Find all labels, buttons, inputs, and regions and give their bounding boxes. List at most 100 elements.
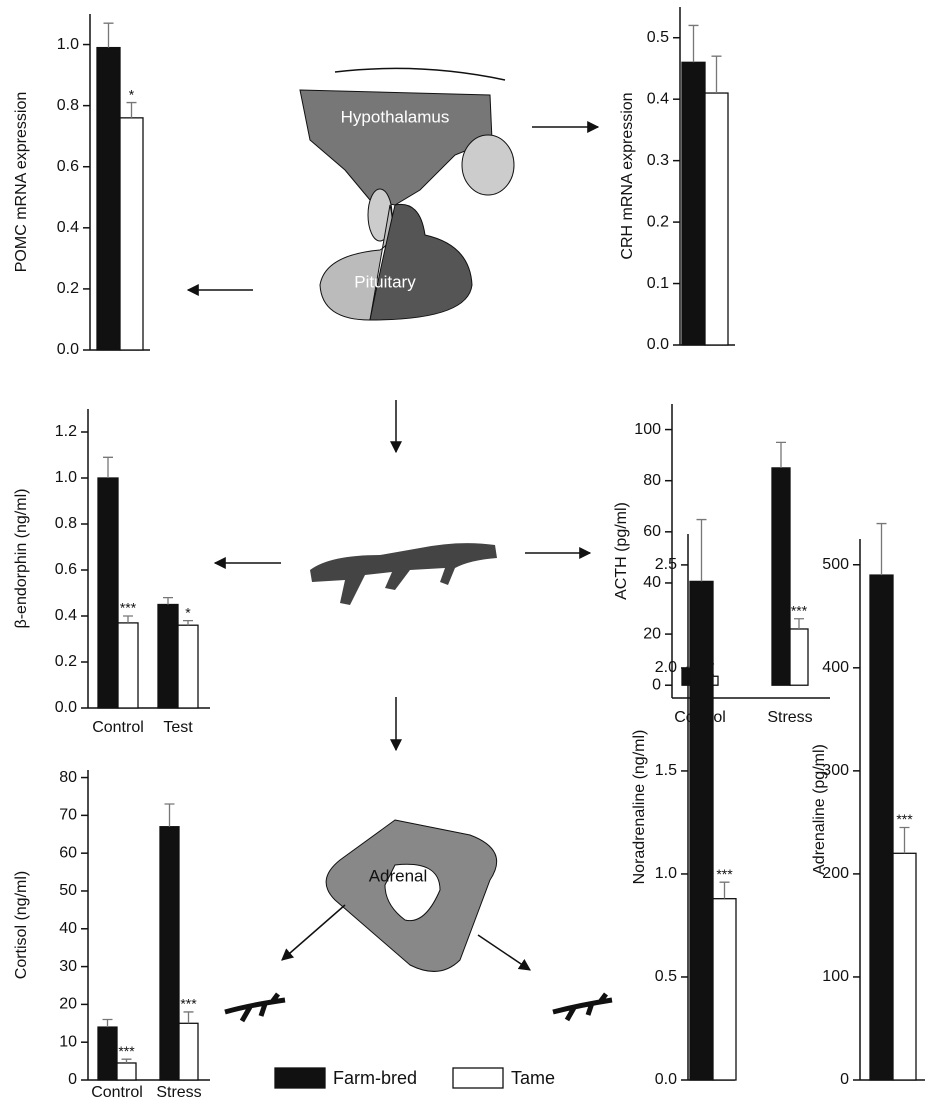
- bar: [712, 898, 737, 1081]
- y-tick-label: 1.5: [655, 762, 677, 779]
- y-tick-label: 1.0: [55, 469, 77, 486]
- y-tick-label: 40: [59, 920, 77, 937]
- error-bar: [163, 596, 173, 605]
- y-tick-label: 0: [840, 1071, 849, 1088]
- error-bar: [121, 1058, 132, 1063]
- y-tick-label: 300: [822, 762, 849, 779]
- y-axis-label: β-endorphin (ng/ml): [13, 489, 30, 629]
- y-axis-label: POMC mRNA expression: [13, 92, 30, 273]
- y-tick-label: 200: [822, 865, 849, 882]
- diagram: Hypothalamus Pituitary Adrenal: [186, 67, 613, 1023]
- y-tick-label: 1.0: [655, 865, 677, 882]
- bar: [178, 1022, 199, 1081]
- x-tick-label: Stress: [156, 1084, 201, 1101]
- bar: [119, 117, 144, 351]
- diagram-label: Adrenal: [369, 866, 428, 885]
- error-bar: [183, 1011, 194, 1024]
- error-bar: [776, 441, 786, 468]
- y-axis-label: ACTH (pg/ml): [613, 502, 630, 600]
- error-bar: [899, 826, 910, 854]
- diagram-label: Pituitary: [354, 272, 416, 291]
- y-tick-label: 0.2: [57, 280, 79, 297]
- y-axis-label: Cortisol (ng/ml): [13, 871, 30, 979]
- error-bar: [719, 881, 730, 899]
- y-tick-label: 0: [652, 676, 661, 693]
- y-tick-label: 10: [59, 1033, 77, 1050]
- significance: ***: [896, 811, 913, 827]
- bar: [159, 826, 180, 1081]
- bar: [97, 1026, 118, 1081]
- bar: [177, 624, 199, 709]
- y-tick-label: 60: [59, 844, 77, 861]
- bar: [116, 1062, 137, 1081]
- error-bar: [183, 619, 193, 626]
- y-tick-label: 0.3: [647, 152, 669, 169]
- y-tick-label: 20: [643, 625, 661, 642]
- gland: [461, 134, 515, 196]
- significance: ***: [180, 996, 197, 1012]
- y-tick-label: 1.0: [57, 36, 79, 53]
- x-tick-label: Control: [91, 1084, 143, 1101]
- bar: [789, 628, 809, 686]
- error-bar: [711, 55, 722, 94]
- pituitary-right: [369, 203, 473, 321]
- error-bar: [688, 24, 699, 63]
- error-bar: [123, 615, 133, 623]
- legend-swatch: [274, 1067, 326, 1089]
- arrow: [281, 904, 346, 961]
- y-tick-label: 2.5: [655, 556, 677, 573]
- y-tick-label: 2.0: [655, 659, 677, 676]
- y-tick-label: 0.0: [55, 699, 77, 716]
- y-tick-label: 60: [643, 523, 661, 540]
- error-bar: [696, 518, 707, 582]
- vessel-small: [552, 992, 613, 1022]
- y-tick-label: 100: [822, 968, 849, 985]
- y-tick-label: 0.2: [647, 213, 669, 230]
- y-tick-label: 1.2: [55, 423, 77, 440]
- y-tick-label: 0.8: [57, 97, 79, 114]
- x-tick-label: Test: [163, 719, 193, 736]
- y-tick-label: 0: [68, 1071, 77, 1088]
- significance: ***: [118, 1043, 135, 1059]
- y-tick-label: 0.5: [655, 968, 677, 985]
- y-tick-label: 70: [59, 807, 77, 824]
- y-tick-label: 0.5: [647, 29, 669, 46]
- vessel-small: [224, 992, 286, 1023]
- bar: [869, 574, 894, 1081]
- y-axis-label: Adrenaline (pg/ml): [811, 744, 828, 875]
- y-axis-label: CRH mRNA expression: [619, 92, 636, 259]
- y-tick-label: 100: [634, 421, 661, 438]
- y-tick-label: 0.4: [647, 90, 669, 107]
- vessel: [310, 543, 497, 605]
- error-bar: [103, 22, 114, 48]
- bar: [157, 603, 179, 709]
- error-bar: [794, 618, 804, 629]
- y-tick-label: 0.2: [55, 653, 77, 670]
- significance: ***: [791, 602, 808, 618]
- outline: [334, 67, 506, 81]
- y-axis-label: Noradrenaline (ng/ml): [631, 730, 648, 885]
- legend-label: Tame: [511, 1068, 555, 1088]
- significance: ***: [120, 600, 137, 616]
- y-tick-label: 400: [822, 659, 849, 676]
- bar: [704, 92, 729, 346]
- arrow: [477, 934, 531, 971]
- y-tick-label: 30: [59, 958, 77, 975]
- significance: *: [185, 604, 191, 620]
- y-tick-label: 0.4: [55, 607, 77, 624]
- legend-swatch: [452, 1067, 504, 1089]
- x-tick-label: Stress: [767, 709, 812, 726]
- error-bar: [876, 522, 887, 576]
- y-tick-label: 0.8: [55, 515, 77, 532]
- diagram-label: Hypothalamus: [341, 107, 450, 126]
- error-bar: [103, 456, 113, 478]
- x-tick-label: Control: [92, 719, 144, 736]
- y-tick-label: 0.0: [655, 1071, 677, 1088]
- y-tick-label: 80: [59, 769, 77, 786]
- bar: [97, 477, 119, 709]
- y-tick-label: 0.6: [57, 158, 79, 175]
- y-tick-label: 0.0: [647, 336, 669, 353]
- y-tick-label: 500: [822, 556, 849, 573]
- adrenal-core: [384, 863, 441, 922]
- bar: [681, 61, 706, 346]
